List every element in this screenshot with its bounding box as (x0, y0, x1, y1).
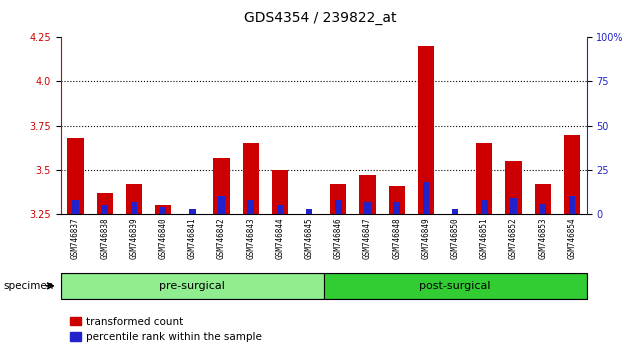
Bar (476, 143, 492, 214)
Bar (506, 161, 522, 214)
Text: GSM746849: GSM746849 (421, 217, 430, 259)
Text: GSM746851: GSM746851 (480, 217, 489, 259)
Text: GSM746854: GSM746854 (567, 217, 576, 259)
Bar (394, 202, 400, 214)
Bar (535, 184, 551, 214)
Bar (277, 205, 283, 214)
Bar (335, 200, 342, 214)
Text: GSM746852: GSM746852 (509, 217, 518, 259)
Bar (452, 209, 458, 214)
Bar (306, 209, 312, 214)
Text: GSM746847: GSM746847 (363, 217, 372, 259)
Text: GSM746843: GSM746843 (246, 217, 255, 259)
Text: GDS4354 / 239822_at: GDS4354 / 239822_at (244, 11, 397, 25)
Bar (418, 46, 434, 214)
Text: GSM746840: GSM746840 (158, 217, 167, 259)
Bar (97, 193, 113, 214)
Bar (510, 198, 517, 214)
Text: GSM746850: GSM746850 (451, 217, 460, 259)
Bar (72, 200, 79, 214)
Bar (67, 138, 83, 214)
Bar (219, 196, 225, 214)
Text: specimen: specimen (3, 281, 54, 291)
Text: post-surgical: post-surgical (419, 281, 491, 291)
Legend: transformed count, percentile rank within the sample: transformed count, percentile rank withi… (66, 313, 266, 346)
Text: pre-surgical: pre-surgical (160, 281, 225, 291)
Text: GSM746846: GSM746846 (334, 217, 343, 259)
Bar (247, 200, 254, 214)
Text: GSM746848: GSM746848 (392, 217, 401, 259)
Bar (364, 202, 370, 214)
Bar (388, 186, 404, 214)
Bar (360, 175, 376, 214)
Bar (189, 209, 196, 214)
Bar (422, 182, 429, 214)
Bar (569, 196, 575, 214)
Bar (213, 158, 229, 214)
Bar (324, 273, 587, 299)
Text: GSM746844: GSM746844 (276, 217, 285, 259)
Bar (155, 205, 171, 214)
Text: GSM746841: GSM746841 (188, 217, 197, 259)
Text: GSM746853: GSM746853 (538, 217, 547, 259)
Bar (126, 184, 142, 214)
Text: GSM746839: GSM746839 (129, 217, 138, 259)
Bar (160, 207, 166, 214)
Text: GSM746838: GSM746838 (100, 217, 109, 259)
Text: GSM746845: GSM746845 (304, 217, 313, 259)
Bar (330, 184, 346, 214)
Bar (481, 200, 488, 214)
Text: GSM746837: GSM746837 (71, 217, 80, 259)
Bar (243, 143, 259, 214)
Bar (540, 204, 546, 214)
Bar (61, 273, 324, 299)
Bar (564, 135, 580, 214)
Bar (272, 170, 288, 214)
Bar (101, 205, 108, 214)
Text: GSM746842: GSM746842 (217, 217, 226, 259)
Bar (131, 202, 137, 214)
